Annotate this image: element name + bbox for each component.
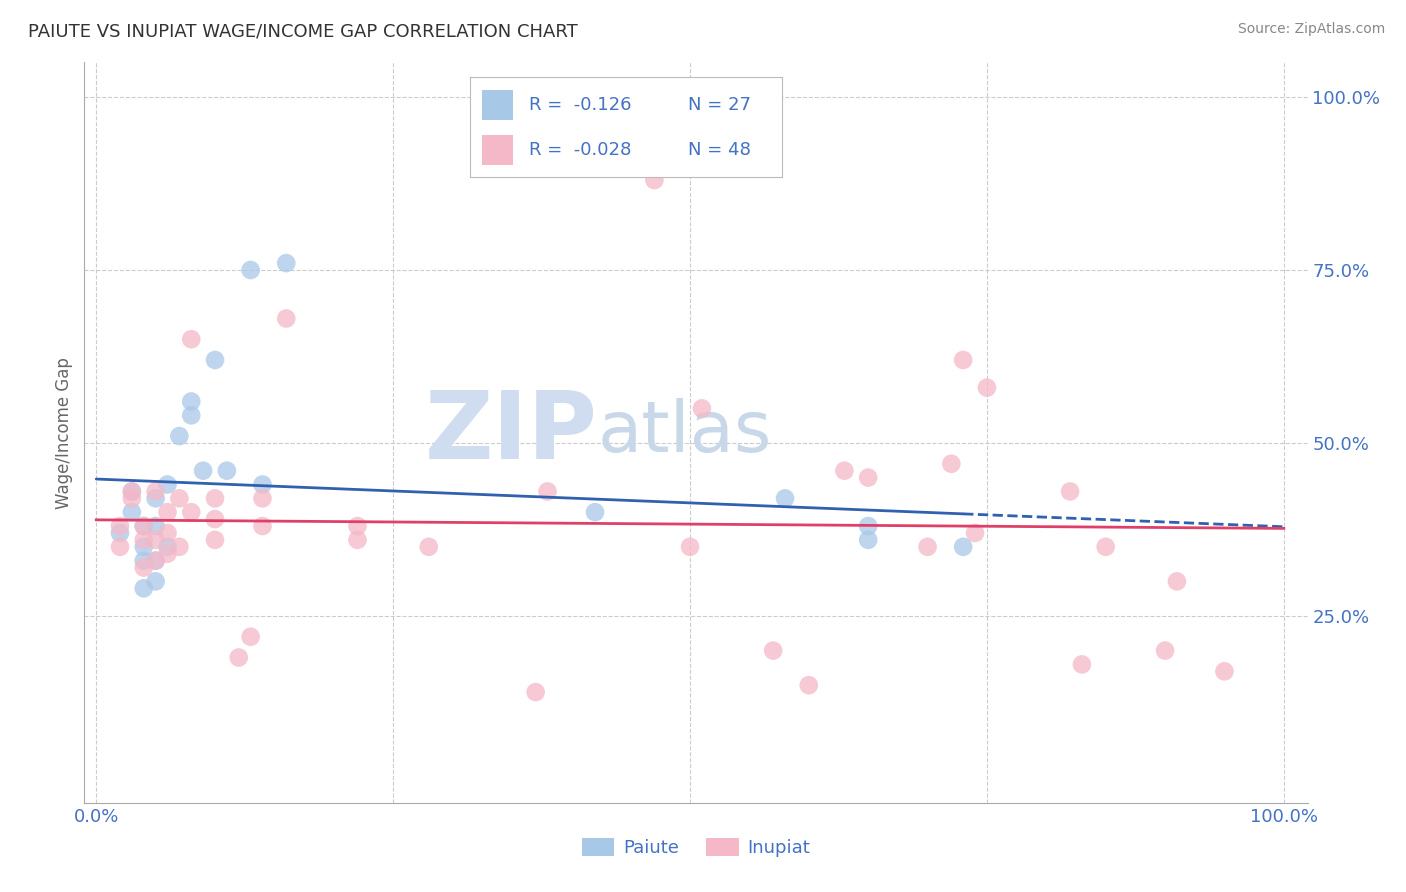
- Point: [121, 491, 143, 506]
- Point: [145, 519, 167, 533]
- Point: [180, 394, 202, 409]
- Point: [204, 512, 226, 526]
- Point: [643, 173, 665, 187]
- Point: [773, 491, 796, 506]
- Text: ZIP: ZIP: [425, 386, 598, 479]
- Point: [1059, 484, 1081, 499]
- Point: [1094, 540, 1116, 554]
- Point: [145, 554, 167, 568]
- Point: [276, 311, 298, 326]
- Text: atlas: atlas: [598, 398, 772, 467]
- Point: [145, 554, 167, 568]
- Point: [1071, 657, 1094, 672]
- Point: [963, 525, 986, 540]
- Point: [204, 533, 226, 547]
- Point: [346, 519, 368, 533]
- Point: [228, 650, 250, 665]
- Point: [797, 678, 820, 692]
- Point: [1213, 665, 1236, 679]
- Point: [121, 484, 143, 499]
- Point: [121, 484, 143, 499]
- Point: [156, 505, 179, 519]
- Point: [145, 533, 167, 547]
- Text: Source: ZipAtlas.com: Source: ZipAtlas.com: [1237, 22, 1385, 37]
- Point: [941, 457, 963, 471]
- Point: [108, 540, 131, 554]
- Point: [132, 533, 155, 547]
- Point: [132, 540, 155, 554]
- Point: [145, 574, 167, 589]
- Point: [204, 353, 226, 368]
- Point: [239, 263, 262, 277]
- Point: [1166, 574, 1188, 589]
- Point: [204, 491, 226, 506]
- Legend: Paiute, Inupiat: Paiute, Inupiat: [575, 830, 817, 864]
- Point: [132, 519, 155, 533]
- Point: [1154, 643, 1177, 657]
- Point: [156, 525, 179, 540]
- Point: [108, 525, 131, 540]
- Point: [976, 381, 998, 395]
- Point: [156, 477, 179, 491]
- Point: [834, 464, 856, 478]
- Point: [215, 464, 238, 478]
- Point: [180, 332, 202, 346]
- Point: [252, 477, 274, 491]
- Point: [169, 429, 191, 443]
- Point: [132, 560, 155, 574]
- Point: [156, 547, 179, 561]
- Point: [191, 464, 214, 478]
- Point: [856, 533, 879, 547]
- Point: [180, 409, 202, 423]
- Point: [132, 519, 155, 533]
- Point: [762, 643, 785, 657]
- Point: [239, 630, 262, 644]
- Point: [346, 533, 368, 547]
- Point: [121, 505, 143, 519]
- Point: [856, 470, 879, 484]
- Point: [276, 256, 298, 270]
- Point: [952, 353, 974, 368]
- Point: [856, 519, 879, 533]
- Point: [145, 484, 167, 499]
- Point: [583, 505, 606, 519]
- Y-axis label: Wage/Income Gap: Wage/Income Gap: [55, 357, 73, 508]
- Point: [690, 401, 713, 416]
- Point: [156, 540, 179, 554]
- Point: [252, 519, 274, 533]
- Point: [536, 484, 558, 499]
- Point: [108, 519, 131, 533]
- Text: PAIUTE VS INUPIAT WAGE/INCOME GAP CORRELATION CHART: PAIUTE VS INUPIAT WAGE/INCOME GAP CORREL…: [28, 22, 578, 40]
- Point: [952, 540, 974, 554]
- Point: [132, 582, 155, 596]
- Point: [679, 540, 702, 554]
- Point: [169, 491, 191, 506]
- Point: [169, 540, 191, 554]
- Point: [524, 685, 547, 699]
- Point: [132, 554, 155, 568]
- Point: [180, 505, 202, 519]
- Point: [252, 491, 274, 506]
- Point: [145, 491, 167, 506]
- Point: [418, 540, 440, 554]
- Point: [917, 540, 939, 554]
